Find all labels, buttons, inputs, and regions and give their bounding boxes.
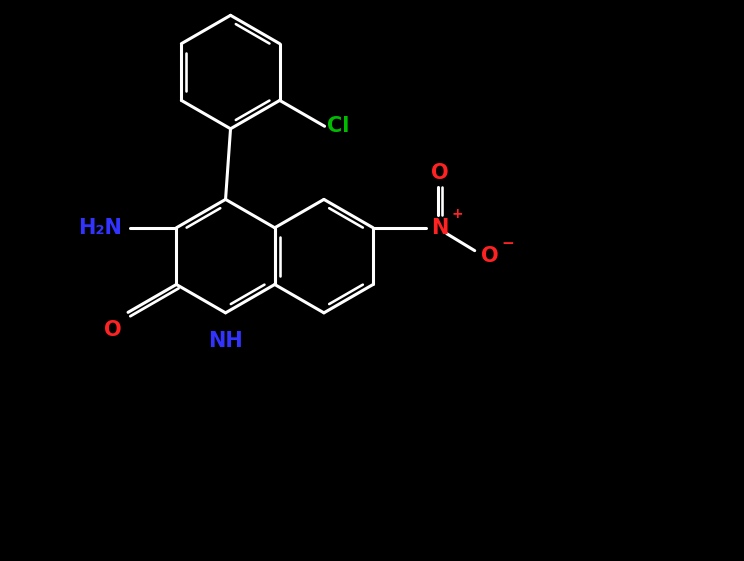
Text: −: −	[501, 236, 514, 251]
Text: NH: NH	[208, 331, 243, 351]
Text: O: O	[481, 246, 498, 265]
Text: O: O	[104, 320, 122, 341]
Text: O: O	[431, 163, 449, 183]
Text: N: N	[431, 218, 448, 238]
Text: +: +	[452, 207, 464, 221]
Text: H₂N: H₂N	[77, 218, 121, 238]
Text: Cl: Cl	[327, 116, 349, 136]
